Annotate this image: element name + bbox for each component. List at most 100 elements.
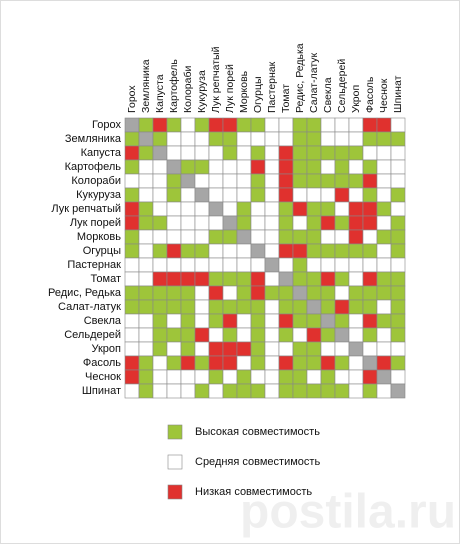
cell xyxy=(292,131,308,147)
cell xyxy=(138,187,154,203)
cell xyxy=(124,131,140,147)
cell xyxy=(376,159,392,175)
cell xyxy=(348,271,364,287)
cell xyxy=(320,145,336,161)
cell xyxy=(320,285,336,301)
cell xyxy=(222,369,238,385)
cell xyxy=(250,355,266,371)
cell xyxy=(278,159,294,175)
cell xyxy=(292,355,308,371)
cell xyxy=(348,229,364,245)
cell xyxy=(194,257,210,273)
cell xyxy=(138,327,154,343)
cell xyxy=(362,145,378,161)
cell xyxy=(124,355,140,371)
cell xyxy=(236,369,252,385)
cell xyxy=(278,173,294,189)
cell xyxy=(376,243,392,259)
cell xyxy=(250,271,266,287)
cell xyxy=(166,327,182,343)
cell xyxy=(390,355,406,371)
cell xyxy=(124,299,140,315)
cell xyxy=(362,383,378,399)
cell xyxy=(222,201,238,217)
cell xyxy=(362,285,378,301)
cell xyxy=(320,117,336,133)
cell xyxy=(264,369,280,385)
diagonal-cell xyxy=(180,173,196,189)
cell xyxy=(320,187,336,203)
cell xyxy=(376,313,392,329)
cell xyxy=(208,215,224,231)
diagonal-cell xyxy=(306,299,322,315)
cell xyxy=(124,215,140,231)
cell xyxy=(292,215,308,231)
cell xyxy=(264,299,280,315)
cell xyxy=(180,187,196,203)
cell xyxy=(362,173,378,189)
cell xyxy=(166,145,182,161)
cell xyxy=(320,299,336,315)
cell xyxy=(180,201,196,217)
cell xyxy=(334,159,350,175)
cell xyxy=(194,369,210,385)
cell xyxy=(208,257,224,273)
cell xyxy=(334,117,350,133)
cell xyxy=(306,355,322,371)
cell xyxy=(166,355,182,371)
cell xyxy=(306,229,322,245)
cell xyxy=(194,383,210,399)
cell xyxy=(390,187,406,203)
cell xyxy=(264,383,280,399)
diagonal-cell xyxy=(334,327,350,343)
cell xyxy=(194,145,210,161)
cell xyxy=(194,243,210,259)
cell xyxy=(264,215,280,231)
cell xyxy=(152,271,168,287)
column-label: Колораби xyxy=(182,65,194,113)
cell xyxy=(208,327,224,343)
cell xyxy=(292,369,308,385)
cell xyxy=(292,187,308,203)
diagonal-cell xyxy=(124,117,140,133)
row-label: Лук порей xyxy=(70,217,121,229)
cell xyxy=(334,369,350,385)
cell xyxy=(348,313,364,329)
cell xyxy=(376,201,392,217)
cell xyxy=(334,341,350,357)
cell xyxy=(138,285,154,301)
cell xyxy=(278,187,294,203)
cell xyxy=(292,173,308,189)
cell xyxy=(152,341,168,357)
row-label: Кукуруза xyxy=(76,189,122,201)
cell xyxy=(194,173,210,189)
cell xyxy=(138,117,154,133)
cell xyxy=(320,215,336,231)
row-label: Салат-латук xyxy=(58,301,121,313)
cell xyxy=(334,383,350,399)
cell xyxy=(306,341,322,357)
cell xyxy=(208,271,224,287)
cell xyxy=(180,299,196,315)
cell xyxy=(390,369,406,385)
cell xyxy=(348,215,364,231)
cell xyxy=(264,159,280,175)
cell xyxy=(278,243,294,259)
cell xyxy=(264,341,280,357)
cell xyxy=(236,187,252,203)
cell xyxy=(264,173,280,189)
cell xyxy=(250,117,266,133)
cell xyxy=(278,369,294,385)
legend-label: Низкая совместимость xyxy=(195,486,312,498)
cell xyxy=(180,271,196,287)
cell xyxy=(390,243,406,259)
cell xyxy=(264,271,280,287)
cell xyxy=(376,285,392,301)
cell xyxy=(390,299,406,315)
cell xyxy=(362,299,378,315)
diagonal-cell xyxy=(250,243,266,259)
cell xyxy=(138,201,154,217)
cell xyxy=(390,117,406,133)
cell xyxy=(124,173,140,189)
row-label: Морковь xyxy=(77,231,121,243)
